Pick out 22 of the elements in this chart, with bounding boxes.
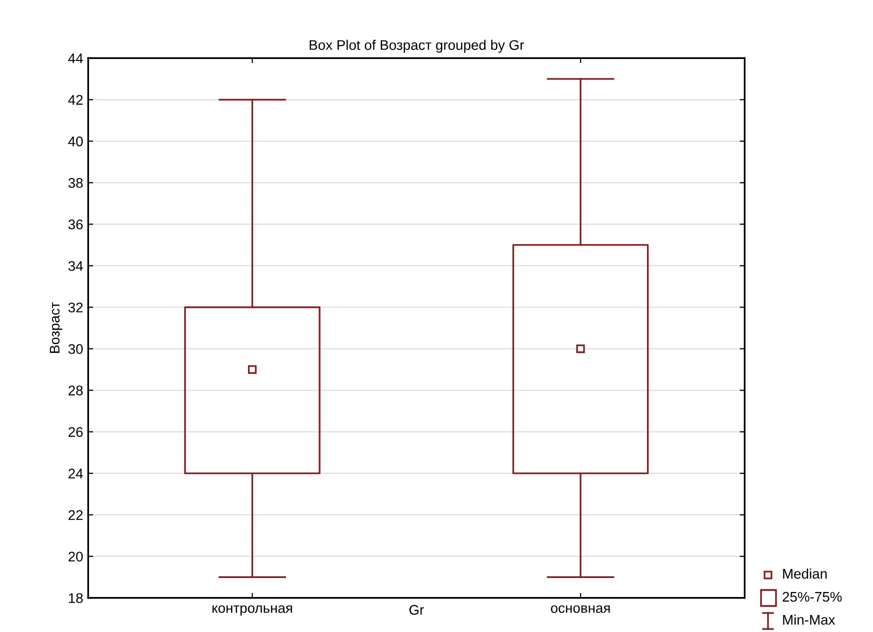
y-tick-label: 30 — [68, 344, 83, 354]
y-tick-label: 40 — [68, 136, 83, 146]
y-tick-label: 18 — [68, 593, 83, 604]
x-tick-label: контрольная — [212, 605, 292, 616]
text: Median — [783, 568, 827, 579]
x-tick-label: основная — [550, 605, 610, 613]
y-tick-label: 28 — [68, 386, 83, 396]
y-axis-title: Возраст — [50, 302, 62, 353]
y-tick-label: 32 — [68, 302, 83, 312]
x-axis-title: Gr — [409, 604, 424, 615]
y-tick-label: 44 — [68, 54, 83, 64]
y-tick-label: 38 — [68, 178, 83, 188]
chart-title: Box Plot of Возраст grouped by Gr — [310, 40, 524, 53]
y-tick-label: 34 — [68, 261, 83, 271]
y-tick-label: 26 — [68, 427, 83, 437]
y-tick-label: 24 — [68, 468, 83, 478]
y-tick-label: 22 — [68, 510, 83, 520]
y-tick-label: 36 — [68, 220, 83, 230]
y-tick-label: 20 — [68, 552, 83, 562]
y-tick-label: 42 — [68, 94, 83, 105]
text: Min-Max — [783, 614, 836, 625]
text: 25%-75% — [782, 592, 842, 602]
